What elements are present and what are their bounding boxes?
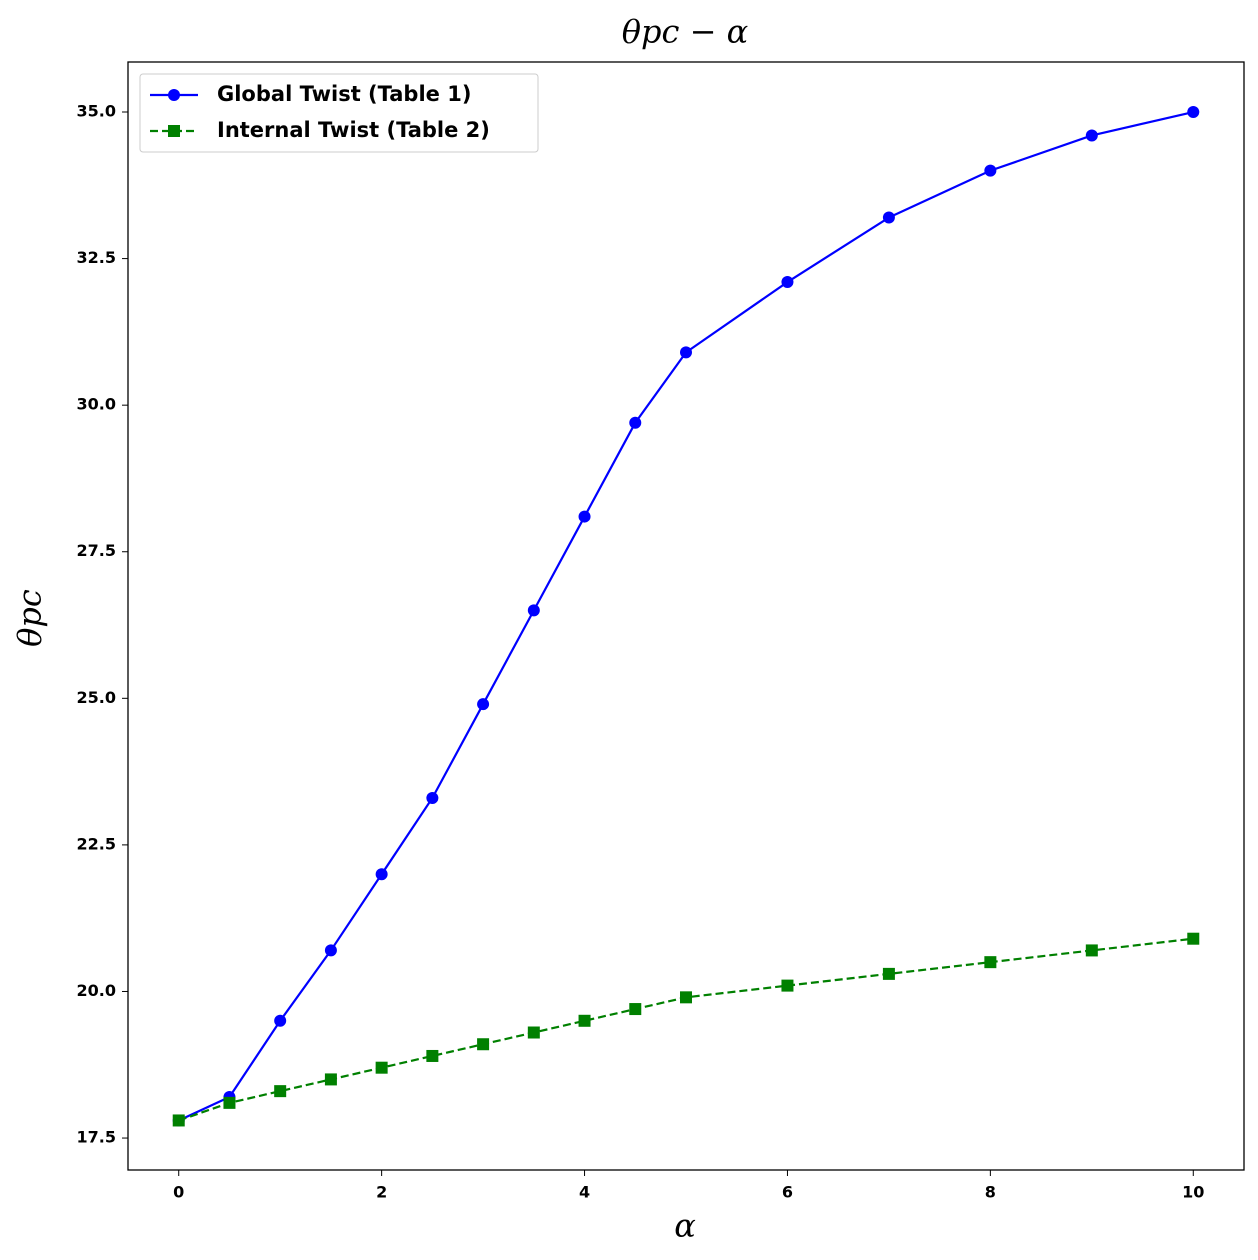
y-tick-label: 27.5 (77, 541, 116, 560)
marker (781, 276, 794, 289)
marker (680, 346, 692, 359)
legend-marker (168, 125, 180, 137)
y-tick-label: 25.0 (77, 688, 116, 707)
y-tick-label: 32.5 (77, 248, 116, 267)
x-tick-label: 2 (376, 1183, 387, 1202)
y-tick-label: 22.5 (77, 834, 116, 853)
marker (882, 211, 895, 224)
marker (781, 979, 794, 992)
x-axis-label: α (674, 1207, 696, 1245)
marker (984, 956, 997, 969)
marker (172, 1114, 185, 1127)
marker (426, 791, 439, 804)
legend-marker (168, 89, 180, 101)
y-tick-label: 35.0 (77, 102, 116, 121)
marker (324, 1073, 337, 1086)
x-tick-label: 4 (579, 1183, 590, 1202)
x-tick-label: 10 (1182, 1183, 1204, 1202)
x-tick-label: 6 (782, 1183, 793, 1202)
series-line (178, 937, 1194, 1122)
y-tick-label: 20.0 (77, 981, 116, 1000)
marker (324, 944, 337, 957)
legend-label: Global Twist (Table 1) (217, 82, 471, 106)
plot-frame (127, 61, 1245, 1171)
series-line (178, 110, 1194, 1122)
marker (375, 868, 388, 881)
marker (1187, 932, 1200, 945)
marker (375, 1061, 388, 1074)
legend-label: Internal Twist (Table 2) (217, 118, 490, 142)
marker (1187, 106, 1200, 119)
marker (1085, 944, 1098, 957)
marker (426, 1049, 439, 1062)
legend-box (139, 73, 539, 153)
marker (477, 698, 490, 711)
x-tick-label: 0 (173, 1183, 184, 1202)
marker (477, 1038, 490, 1051)
marker (1085, 129, 1098, 142)
y-tick-label: 30.0 (77, 395, 116, 414)
marker (274, 1014, 287, 1027)
marker (680, 991, 692, 1004)
y-tick-label: 17.5 (77, 1128, 116, 1147)
marker (578, 510, 591, 523)
marker (882, 967, 895, 980)
marker (223, 1096, 236, 1109)
y-axis-label: θpc (11, 589, 49, 647)
marker (527, 604, 540, 617)
marker (629, 416, 642, 429)
marker (527, 1026, 540, 1039)
chart-title: θpc − α (622, 13, 748, 51)
x-tick-label: 8 (985, 1183, 996, 1202)
marker (578, 1014, 591, 1027)
marker (629, 1003, 642, 1016)
marker (274, 1085, 287, 1098)
marker (984, 164, 997, 177)
